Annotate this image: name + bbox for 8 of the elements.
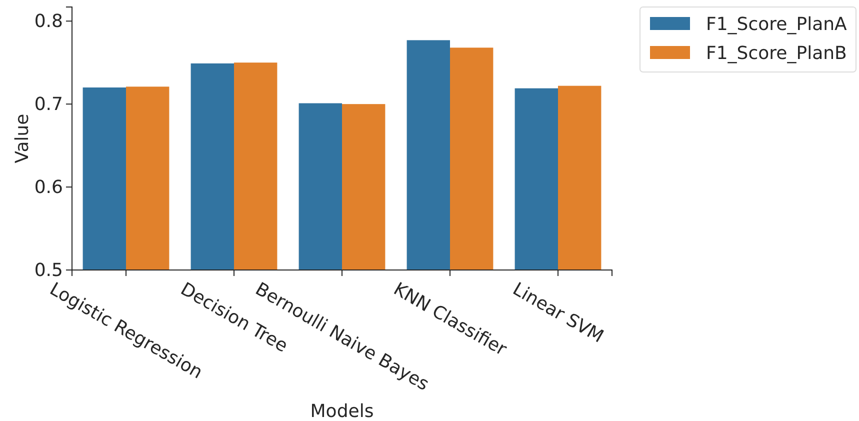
y-tick-label: 0.8	[34, 10, 63, 32]
y-axis-title: Value	[12, 114, 33, 164]
legend-label: F1_Score_PlanB	[706, 43, 847, 64]
x-axis-title: Models	[310, 401, 374, 421]
y-tick-label: 0.5	[34, 260, 63, 281]
legend-label: F1_Score_PlanA	[706, 14, 848, 35]
y-tick-label: 0.7	[34, 94, 63, 115]
y-tick-label: 0.6	[34, 176, 63, 198]
